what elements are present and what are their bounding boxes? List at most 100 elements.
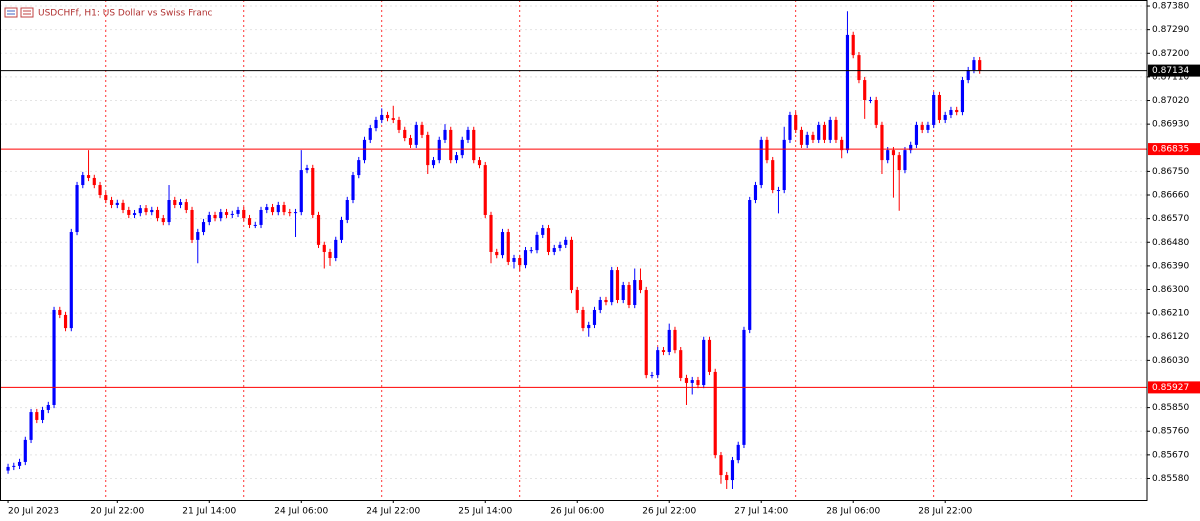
candle-body [650, 375, 654, 377]
candle-body [52, 309, 56, 405]
candle-body [621, 285, 625, 300]
candle-body [230, 213, 234, 215]
candle-body [615, 270, 620, 300]
candle-body [863, 80, 867, 100]
candle-body [891, 150, 896, 156]
candle-body [420, 124, 424, 135]
y-tick-label: 0.86030 [1152, 356, 1189, 366]
candle-body [569, 239, 574, 291]
candle-body [656, 350, 660, 376]
candle-body [840, 139, 844, 151]
candle-body [75, 185, 79, 233]
candle-body [144, 208, 148, 213]
candle-body [788, 114, 792, 140]
candle-body [81, 175, 85, 186]
candle-body [201, 222, 206, 233]
price-label-box [1148, 143, 1200, 156]
candle-body [311, 167, 315, 215]
candle-body [822, 124, 827, 140]
candle-body [604, 300, 608, 303]
candle-body [920, 124, 924, 130]
y-tick-label: 0.87380 [1152, 2, 1189, 12]
candle-body [903, 150, 907, 171]
candle-body [316, 214, 321, 245]
price-label-box [1148, 64, 1200, 77]
candle-body [857, 55, 861, 81]
candle-body [449, 129, 453, 161]
candle-body [581, 309, 585, 329]
y-tick-label: 0.85670 [1152, 450, 1189, 460]
candle-body [943, 114, 947, 120]
candle-body [184, 202, 188, 210]
candle-body [937, 95, 942, 120]
y-tick-label: 0.86390 [1152, 261, 1189, 271]
candle-body [845, 34, 850, 151]
candle-body [328, 251, 332, 259]
candle-body [868, 100, 873, 101]
candle-body [138, 208, 142, 214]
candle-body [541, 228, 545, 235]
candle-body [190, 209, 194, 240]
chart-title: USDCHFf, H1: US Dollar vs Swiss Franc [38, 9, 213, 19]
candle-body [247, 218, 252, 225]
y-tick-label: 0.87110 [1152, 72, 1189, 82]
candle-body [86, 175, 91, 178]
candle-body [92, 177, 96, 186]
candle-body [253, 224, 257, 226]
candle-body [644, 290, 648, 376]
candle-body [104, 195, 108, 200]
candle-body [702, 339, 706, 386]
y-tick-label: 0.86480 [1152, 238, 1189, 248]
candle-body [932, 95, 936, 125]
x-tick-label: 21 Jul 14:00 [182, 507, 236, 517]
candle-body [661, 350, 666, 352]
candle-body [63, 314, 68, 329]
candle-body [955, 109, 959, 113]
x-tick-label: 20 Jul 2023 [8, 507, 59, 517]
candle-body [276, 204, 280, 213]
candle-body [345, 200, 349, 220]
candle-body [46, 404, 50, 410]
candle-body [966, 70, 970, 81]
candle-body [926, 124, 930, 130]
candle-body [828, 119, 832, 140]
candle-body [489, 214, 493, 252]
candle-body [460, 139, 464, 156]
candle-body [282, 204, 286, 213]
candle-body [817, 124, 821, 140]
candle-body [98, 185, 102, 196]
candle-body [707, 339, 712, 372]
x-tick-label: 24 Jul 22:00 [366, 507, 420, 517]
candle-body [730, 460, 735, 481]
candle-body [776, 190, 781, 192]
x-tick-label: 27 Jul 14:00 [734, 507, 788, 517]
candle-body [242, 209, 246, 219]
candle-body [719, 455, 723, 476]
candle-body [426, 134, 430, 166]
x-tick-label: 26 Jul 06:00 [550, 507, 604, 517]
candle-body [391, 118, 395, 120]
candle-body [633, 280, 637, 305]
candle-body [178, 202, 183, 205]
candle-body [385, 114, 390, 119]
candle-body [29, 412, 33, 440]
candle-body [173, 200, 177, 205]
candle-body [874, 100, 878, 125]
y-tick-label: 0.86660 [1152, 191, 1189, 201]
candle-body [518, 258, 522, 266]
price-label: 0.86835 [1152, 145, 1189, 155]
candle-body [495, 251, 499, 256]
candle-body [529, 250, 533, 252]
candle-body [592, 309, 597, 325]
candle-body [408, 138, 413, 145]
candle-body [443, 129, 447, 140]
candle-body [771, 160, 775, 191]
price-label-box [1148, 381, 1200, 394]
plot-frame [0, 0, 1148, 501]
candle-body [167, 200, 171, 223]
candle-body [765, 139, 769, 161]
candle-body [684, 377, 689, 383]
y-tick-label: 0.87290 [1152, 25, 1189, 35]
candle-body [380, 114, 384, 120]
